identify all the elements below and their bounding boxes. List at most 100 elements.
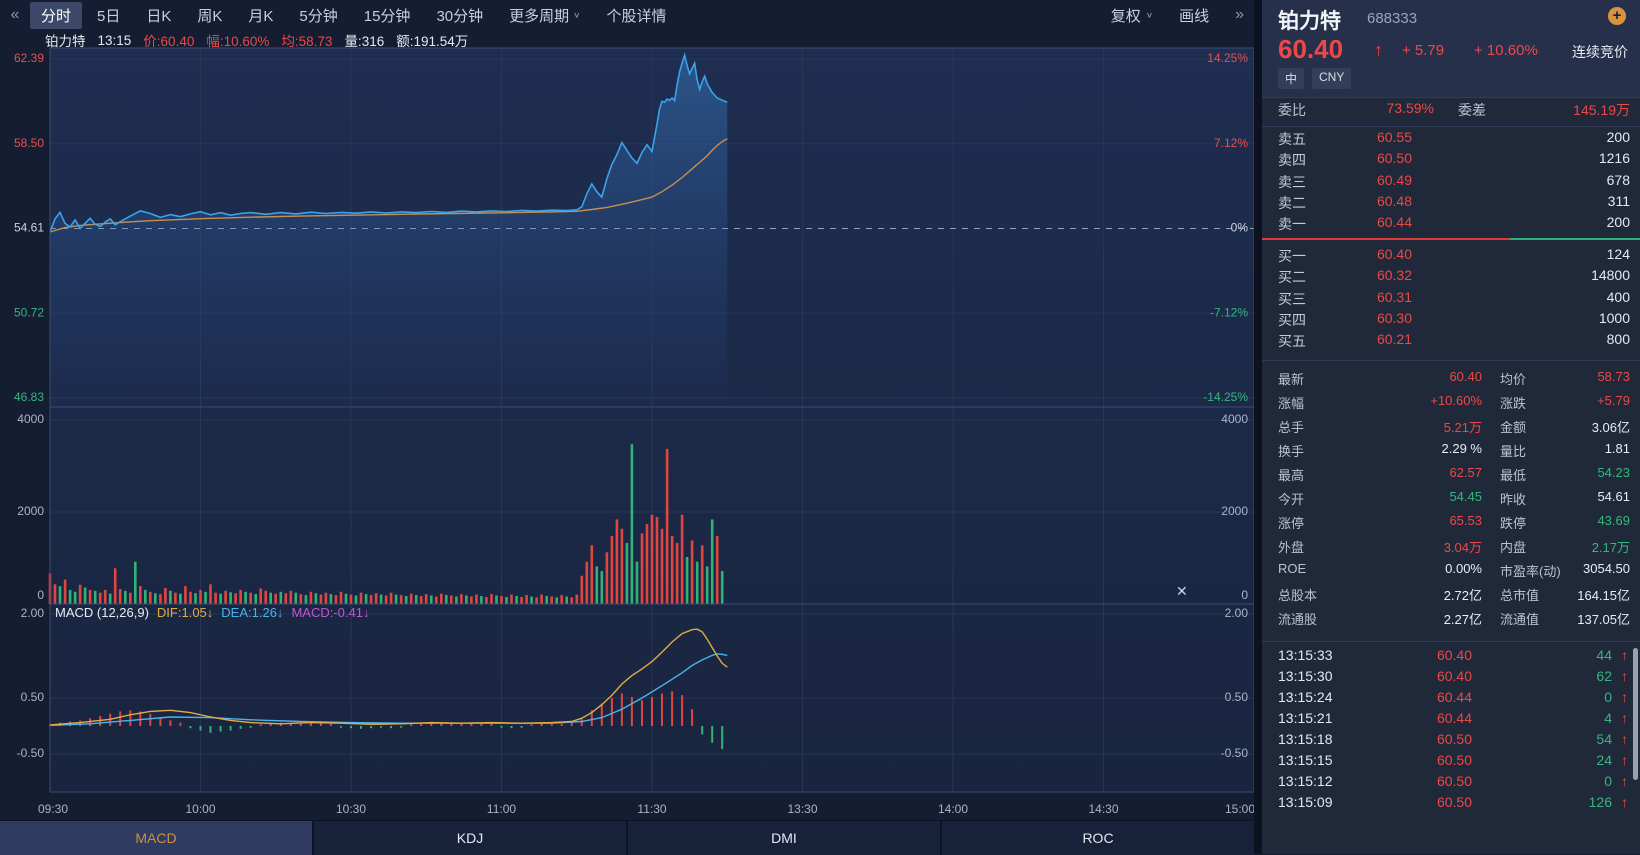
volume-bar xyxy=(675,542,679,604)
stat-label: 总市值 xyxy=(1500,588,1540,603)
divider-line xyxy=(1262,360,1640,361)
bid-row-price: 60.21 xyxy=(1376,331,1412,348)
volume-bar xyxy=(610,535,614,605)
volume-bar xyxy=(695,561,699,604)
macd-histogram-bar xyxy=(480,723,483,726)
period-tab-个股详情[interactable]: 个股详情 xyxy=(595,2,677,29)
weibi-row: 委比 73.59% 委差 145.19万 xyxy=(1262,100,1640,124)
volume-bar xyxy=(149,591,152,604)
bid-row-price: 60.31 xyxy=(1376,288,1412,305)
stat-label: 内盘 xyxy=(1500,540,1527,555)
stat-label: 总手 xyxy=(1278,420,1305,435)
volume-bar xyxy=(660,528,664,604)
bid-row: 买五 60.21 800 xyxy=(1262,331,1640,352)
macd-histogram-bar xyxy=(590,710,593,726)
volume-bar xyxy=(715,535,719,605)
volume-bar xyxy=(103,589,107,604)
stat-value: 54.23 xyxy=(1597,465,1630,480)
volume-bar xyxy=(73,591,77,604)
tick-time: 13:15:33 xyxy=(1278,647,1333,663)
ask-row: 卖二 60.48 311 xyxy=(1262,193,1640,214)
volume-bar xyxy=(304,595,308,604)
volume-bar xyxy=(605,552,609,604)
add-to-watchlist-icon[interactable]: + xyxy=(1608,7,1626,25)
tick-up-arrow-icon: ↑ xyxy=(1621,794,1628,810)
period-tab-月K[interactable]: 月K xyxy=(237,2,284,29)
draw-line-button[interactable]: 画线 xyxy=(1179,5,1209,26)
period-tab-5分钟[interactable]: 5分钟 xyxy=(288,2,348,29)
collapse-left-icon[interactable]: « xyxy=(10,6,20,23)
period-tab-周K[interactable]: 周K xyxy=(186,2,233,29)
stat-value: 3.04万 xyxy=(1443,540,1482,555)
macd-histogram-bar xyxy=(470,723,473,726)
tick-time: 13:15:18 xyxy=(1278,731,1333,747)
volume-bar xyxy=(470,596,473,604)
stat-value: 137.05亿 xyxy=(1577,612,1630,627)
indicator-tab-kdj[interactable]: KDJ xyxy=(314,821,628,855)
ask-row-volume: 200 xyxy=(1606,129,1630,145)
volume-bar xyxy=(485,597,488,604)
volume-bar xyxy=(83,587,87,604)
volume-bar xyxy=(404,596,408,604)
macd-histogram-bar xyxy=(360,726,362,729)
expand-right-icon[interactable]: » xyxy=(1235,6,1244,23)
ask-row: 卖三 60.49 678 xyxy=(1262,172,1640,193)
volume-bar xyxy=(510,594,513,604)
macd-histogram-bar xyxy=(641,700,643,726)
tick-volume: 62 xyxy=(1596,668,1612,684)
indicator-tab-macd[interactable]: MACD xyxy=(0,821,314,855)
volume-bar xyxy=(154,593,157,604)
volume-bar xyxy=(279,591,283,604)
stat-value: 5.21万 xyxy=(1443,420,1482,435)
period-tab-5日[interactable]: 5日 xyxy=(86,2,131,29)
price-axis-label: 62.39 xyxy=(14,51,44,65)
macd-histogram-bar xyxy=(460,723,463,726)
volume-bar xyxy=(118,589,122,604)
volume-bar xyxy=(690,540,694,604)
macd-histogram-bar xyxy=(610,698,613,726)
period-tab-日K[interactable]: 日K xyxy=(135,2,182,29)
indicator-tab-roc[interactable]: ROC xyxy=(942,821,1254,855)
stat-label: 涨停 xyxy=(1278,516,1305,531)
macd-params-label: MACD (12,26,9) xyxy=(55,605,149,620)
ask-row-label: 卖四 xyxy=(1278,152,1306,169)
stat-value: 60.40 xyxy=(1449,369,1482,384)
stock-header: 铂力特 688333 + 60.40 ↑ + 5.79 + 10.60% 连续竞… xyxy=(1262,0,1640,97)
period-tab-15分钟[interactable]: 15分钟 xyxy=(353,2,422,29)
volume-bar xyxy=(164,588,167,604)
adjust-mode-dropdown[interactable]: 复权 ∨ xyxy=(1111,5,1153,26)
stat-row: 涨停 65.53 跌停 43.69 xyxy=(1262,513,1640,537)
period-tab-30分钟[interactable]: 30分钟 xyxy=(425,2,494,29)
bid-row-label: 买三 xyxy=(1278,290,1306,307)
macd-histogram-bar xyxy=(309,723,312,726)
macd-histogram-bar xyxy=(691,709,694,726)
period-tab-更多周期[interactable]: 更多周期 ∨ xyxy=(498,2,591,29)
macd-histogram-bar xyxy=(490,723,493,726)
bid-row-volume: 800 xyxy=(1606,331,1630,348)
macd-histogram-bar xyxy=(400,726,403,728)
volume-bar xyxy=(595,566,599,604)
last-price: 60.40 xyxy=(1278,34,1344,64)
percent-axis-label: 14.25% xyxy=(1207,51,1248,65)
indicator-tab-dmi[interactable]: DMI xyxy=(628,821,942,855)
adjust-mode-label: 复权 xyxy=(1110,7,1141,25)
volume-bar xyxy=(329,594,333,604)
volume-bar xyxy=(289,590,293,604)
tick-price: 60.40 xyxy=(1436,647,1472,663)
volume-bar xyxy=(495,595,498,604)
period-tab-分时[interactable]: 分时 xyxy=(30,1,83,29)
volume-bar xyxy=(450,595,453,604)
volume-bar xyxy=(430,595,433,604)
price-line xyxy=(49,52,728,233)
tick-price: 60.50 xyxy=(1436,794,1472,810)
close-icon[interactable]: ✕ xyxy=(1176,583,1188,599)
time-share-chart[interactable]: 62.39 58.50 54.61 50.72 46.83 14.25% 7.12% 0% -7… xyxy=(0,0,1262,820)
volume-bar xyxy=(389,592,393,604)
volume-bar xyxy=(475,594,478,604)
volume-bar xyxy=(194,593,197,604)
volume-bar xyxy=(344,593,348,604)
volume-bar xyxy=(244,591,247,604)
percent-axis-label: 7.12% xyxy=(1214,136,1248,150)
tick-list-scrollbar[interactable] xyxy=(1633,648,1638,780)
volume-bar xyxy=(685,557,689,604)
